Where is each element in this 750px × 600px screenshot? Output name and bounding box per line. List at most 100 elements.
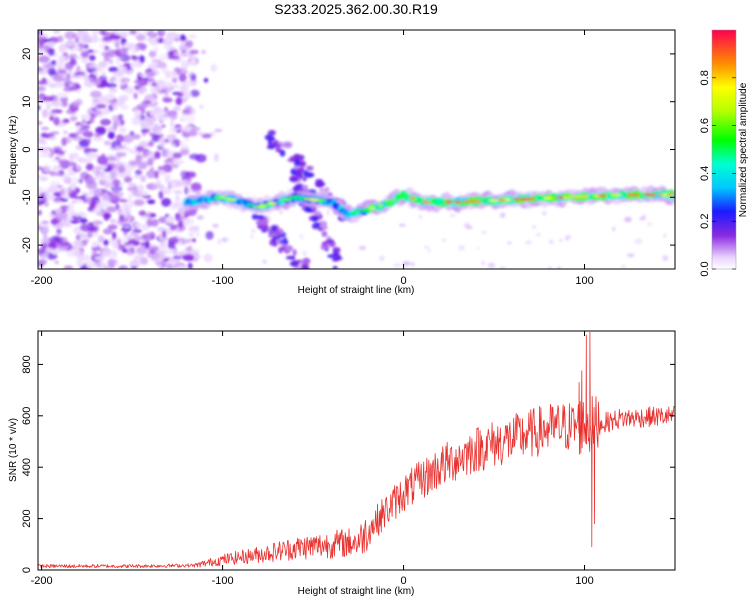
colorbar-tick-label: 0.8	[699, 70, 711, 85]
noise-speck	[75, 84, 81, 90]
noise-speck	[161, 230, 167, 239]
noise-speck	[132, 229, 143, 233]
noise-speck	[59, 241, 70, 247]
trace-core	[580, 195, 589, 198]
noise-speck	[201, 133, 212, 139]
noise-speck	[69, 153, 75, 162]
noise-speck	[210, 64, 217, 72]
streak-blob	[314, 180, 325, 188]
noise-speck	[89, 64, 98, 68]
noise-speck	[138, 210, 147, 217]
noise-speck	[107, 224, 118, 230]
snr-frame	[37, 330, 676, 571]
snr-y-tick-label: 0	[21, 567, 33, 573]
noise-speck	[557, 266, 562, 269]
noise-speck	[135, 154, 142, 164]
trace-core	[648, 193, 657, 197]
noise-speck	[185, 48, 190, 56]
noise-speck	[97, 156, 109, 165]
noise-speck	[419, 215, 423, 219]
noise-speck	[136, 34, 146, 41]
noise-speck	[86, 138, 91, 144]
noise-speck	[41, 126, 50, 131]
trace-core	[610, 193, 622, 197]
spectrogram-x-tick-labels: -200 -100 0 100	[31, 275, 594, 287]
trace-core	[669, 193, 675, 197]
noise-speck	[72, 182, 78, 186]
streak-blob	[292, 249, 297, 256]
noise-speck	[166, 263, 173, 269]
noise-speck	[63, 223, 72, 227]
trace-core	[421, 200, 431, 204]
colorbar: 0.0 0.2 0.4 0.6 0.8 Normalized spectral …	[699, 29, 749, 277]
noise-speck	[123, 202, 128, 208]
noise-speck	[133, 109, 142, 116]
noise-speck	[82, 130, 94, 138]
spectrogram-frame	[37, 29, 676, 270]
noise-speck	[158, 53, 170, 61]
noise-speck	[398, 223, 406, 227]
noise-speck	[63, 265, 74, 269]
noise-speck	[165, 215, 175, 224]
noise-speck	[130, 62, 136, 68]
noise-speck	[112, 120, 119, 129]
noise-speck	[38, 200, 43, 207]
noise-speck	[169, 224, 178, 231]
noise-speck	[108, 58, 114, 65]
snr-y-tick-label: 600	[21, 407, 33, 425]
noise-speck	[146, 158, 154, 166]
noise-speck	[149, 126, 156, 131]
noise-speck	[175, 251, 183, 257]
noise-speck	[188, 229, 195, 233]
trace-core	[396, 193, 411, 197]
noise-speck	[150, 252, 160, 261]
streak-blob	[302, 257, 311, 265]
colorbar-label: Normalized spectral amplitude	[738, 82, 749, 217]
noise-speck	[105, 206, 118, 213]
noise-speck	[128, 183, 137, 187]
trace-core	[294, 196, 305, 200]
noise-speck	[90, 90, 102, 99]
spectrogram-marks	[38, 30, 675, 275]
noise-speck	[100, 118, 112, 126]
streak-blob	[332, 266, 338, 269]
noise-speck	[87, 49, 95, 53]
snr-y-tick-labels: 0 200 400 600 800	[21, 355, 33, 573]
noise-speck	[103, 54, 111, 62]
noise-speck	[178, 140, 186, 146]
colorbar-gradient	[712, 30, 736, 269]
streak-blob	[313, 222, 321, 226]
noise-speck	[117, 30, 130, 38]
streak-blob	[289, 175, 299, 183]
streak-blob	[294, 170, 303, 177]
noise-speck	[150, 219, 159, 227]
streak-blob	[284, 245, 294, 252]
noise-speck	[154, 170, 159, 179]
noise-speck	[62, 52, 69, 57]
noise-speck	[170, 182, 175, 186]
noise-speck	[148, 140, 155, 147]
noise-speck	[168, 137, 174, 144]
noise-speck	[187, 262, 193, 269]
noise-speck	[57, 35, 64, 43]
noise-speck	[78, 178, 83, 184]
streak-blob	[299, 269, 306, 275]
noise-speck	[94, 103, 107, 109]
noise-speck	[624, 216, 632, 223]
streak-blob	[332, 247, 341, 254]
noise-speck	[85, 163, 94, 171]
noise-speck	[129, 149, 137, 154]
noise-speck	[75, 130, 81, 136]
noise-speck	[214, 128, 223, 133]
noise-speck	[203, 253, 213, 263]
noise-speck	[151, 82, 157, 87]
noise-speck	[92, 249, 97, 258]
streak-blob	[278, 228, 284, 235]
trace-core	[543, 196, 554, 200]
noise-speck	[184, 213, 189, 218]
noise-speck	[114, 191, 124, 198]
noise-speck	[43, 250, 51, 258]
noise-speck	[173, 190, 183, 194]
noise-speck	[58, 44, 68, 51]
noise-speck	[163, 159, 172, 163]
